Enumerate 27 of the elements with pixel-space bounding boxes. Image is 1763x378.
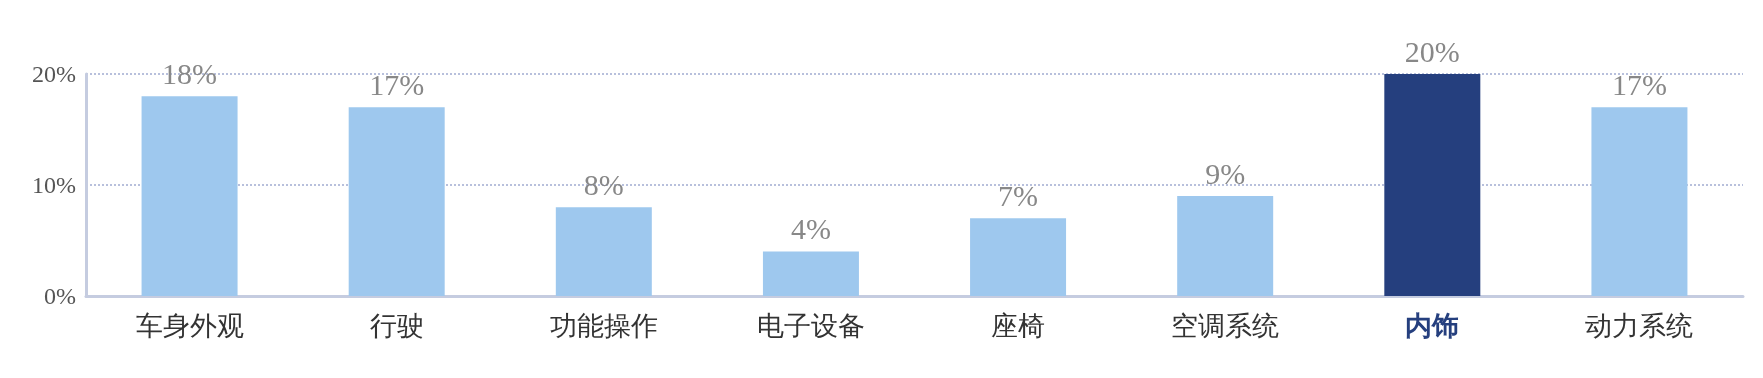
data-label: 18%	[162, 56, 218, 90]
x-tick-label: 行驶	[369, 310, 424, 341]
y-tick-label: 10%	[32, 172, 76, 198]
data-label: 7%	[998, 178, 1039, 212]
bar	[1591, 107, 1688, 296]
x-tick-label: 电子设备	[756, 310, 865, 341]
data-label: 20%	[1404, 34, 1460, 68]
y-tick-label: 20%	[32, 61, 76, 87]
x-tick-label: 座椅	[991, 310, 1046, 341]
y-tick-label: 0%	[44, 283, 76, 309]
bar	[762, 251, 859, 296]
x-tick-label: 动力系统	[1585, 310, 1694, 341]
data-label: 4%	[790, 212, 831, 246]
bar	[141, 96, 238, 296]
data-label: 17%	[1611, 67, 1667, 101]
x-tick-label: 空调系统	[1171, 310, 1280, 341]
data-label: 8%	[583, 167, 624, 201]
x-tick-label: 车身外观	[135, 310, 244, 341]
bar	[348, 107, 445, 296]
bar	[970, 218, 1067, 296]
bar	[1177, 196, 1274, 296]
x-tick-label: 内饰	[1405, 310, 1460, 341]
data-label: 9%	[1205, 156, 1246, 190]
x-tick-label: 功能操作	[549, 310, 658, 341]
data-label: 17%	[369, 67, 425, 101]
bar	[1384, 74, 1481, 296]
bar	[555, 207, 652, 296]
